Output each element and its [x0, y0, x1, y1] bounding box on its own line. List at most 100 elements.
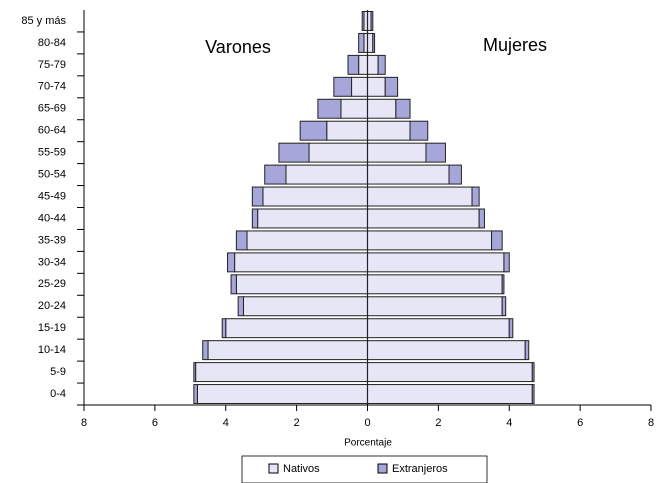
bar [367, 384, 533, 404]
bar [425, 142, 446, 163]
bar [251, 186, 264, 207]
y-tick-label: 60-64 [38, 125, 66, 137]
y-tick-label: 50-54 [38, 168, 66, 180]
bar [372, 32, 376, 53]
bar [278, 142, 310, 163]
y-tick-label: 75-79 [38, 59, 66, 71]
bar [227, 252, 236, 273]
bar [193, 362, 197, 383]
bar [257, 208, 368, 229]
bar [370, 11, 374, 31]
bar [367, 208, 480, 229]
bar [367, 32, 374, 53]
bar [367, 230, 493, 251]
bar [531, 362, 535, 383]
legend-label: Extranjeros [392, 463, 448, 475]
bar [531, 384, 535, 404]
bar [367, 164, 450, 185]
bar [448, 164, 462, 185]
y-tick-label: 20-24 [38, 300, 66, 312]
bar [367, 252, 505, 273]
y-tick-label: 55-59 [38, 147, 66, 159]
bar [326, 120, 369, 141]
bar [262, 186, 369, 207]
bar [299, 120, 328, 141]
bar [207, 340, 368, 361]
bar [471, 186, 480, 207]
legend-label: Nativos [283, 463, 320, 475]
bar [347, 54, 360, 75]
bar [234, 252, 368, 273]
y-tick-label: 70-74 [38, 81, 66, 93]
bar [503, 252, 510, 273]
bar [235, 274, 368, 295]
bar [308, 142, 369, 163]
bar [367, 54, 379, 75]
x-axis-label: Porcentaje [344, 438, 392, 449]
bar [285, 164, 368, 185]
bar [358, 54, 368, 75]
y-tick-label: 15-19 [38, 322, 66, 334]
bar [367, 120, 411, 141]
x-tick-label: 4 [506, 417, 512, 429]
bar [333, 76, 353, 97]
x-tick-label: 8 [81, 417, 87, 429]
bar [367, 142, 427, 163]
x-tick-label: 6 [577, 417, 583, 429]
bar [508, 318, 514, 339]
bar [491, 230, 503, 251]
y-tick-label: 85 y más [21, 15, 66, 27]
bar [246, 230, 368, 251]
y-tick-label: 0-4 [50, 388, 66, 400]
bar [230, 274, 237, 295]
bar [367, 98, 397, 119]
y-tick-label: 45-49 [38, 190, 66, 202]
y-tick-label: 5-9 [50, 366, 66, 378]
legend-box [241, 455, 488, 483]
bar [367, 186, 473, 207]
bar [501, 296, 507, 317]
x-tick-label: 2 [435, 417, 441, 429]
bar [358, 32, 365, 53]
legend-swatch [377, 463, 388, 474]
bar [264, 164, 287, 185]
bar [235, 230, 248, 251]
x-tick-label: 4 [223, 417, 229, 429]
bar [367, 318, 510, 339]
side-label: Varones [205, 37, 271, 57]
x-tick-label: 8 [648, 417, 654, 429]
bar [395, 98, 411, 119]
side-label: Mujeres [483, 35, 547, 55]
bar [367, 296, 503, 317]
y-tick-label: 30-34 [38, 256, 66, 268]
bar [242, 296, 368, 317]
bar [384, 76, 399, 97]
legend-swatch [268, 463, 279, 474]
bar [409, 120, 429, 141]
bar [501, 274, 505, 295]
bar [361, 11, 365, 31]
bar [225, 318, 368, 339]
bar [367, 362, 533, 383]
y-tick-label: 80-84 [38, 37, 66, 49]
bar [524, 340, 530, 361]
bar [196, 384, 368, 404]
x-tick-label: 2 [294, 417, 300, 429]
y-tick-label: 25-29 [38, 278, 66, 290]
y-tick-label: 10-14 [38, 344, 66, 356]
bar [367, 340, 526, 361]
bar [377, 54, 386, 75]
bar [317, 98, 342, 119]
bar [202, 340, 209, 361]
x-tick-label: 6 [152, 417, 158, 429]
y-tick-label: 65-69 [38, 103, 66, 115]
bar [193, 384, 198, 404]
x-tick-label: 0 [364, 417, 370, 429]
y-tick-label: 35-39 [38, 234, 66, 246]
bar [340, 98, 368, 119]
bar [251, 208, 259, 229]
y-tick-label: 40-44 [38, 212, 66, 224]
bar [221, 318, 227, 339]
